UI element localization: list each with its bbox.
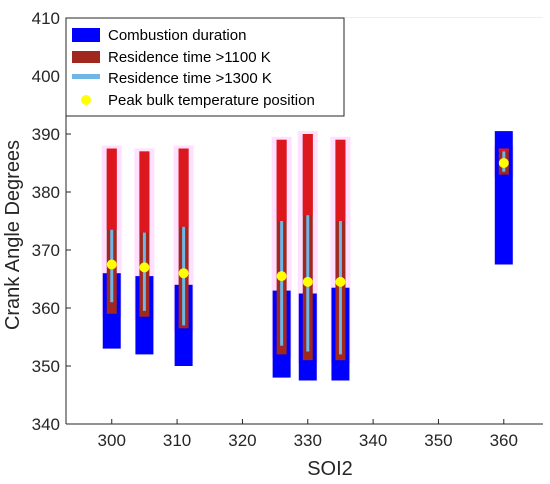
residence-1100-upper [276,139,287,221]
x-tick-label: 350 [424,431,452,450]
peak-temperature-marker [335,276,346,287]
x-tick-label: 300 [98,431,126,450]
x-tick-label: 330 [294,431,322,450]
residence-1300-bar [280,221,284,346]
y-tick-label: 350 [32,357,60,376]
x-tick-label: 340 [359,431,387,450]
peak-temperature-marker [139,262,150,273]
residence-1300-bar [338,221,342,355]
y-tick-label: 410 [32,9,60,28]
legend-label-res1100: Residence time >1100 K [108,49,271,66]
legend-swatch-res1300 [72,74,100,79]
legend-label-peak: Peak bulk temperature position [108,92,315,109]
residence-1100-upper [335,139,346,221]
legend-label-res1300: Residence time >1300 K [108,70,272,87]
legend-label-combustion: Combustion duration [108,27,246,44]
bars [101,131,514,381]
peak-temperature-marker [302,276,313,287]
x-axis-title: SOI2 [307,458,353,480]
legend-marker-peak [81,95,91,105]
legend-swatch-res1100 [72,51,100,63]
peak-temperature-marker [178,268,189,279]
legend-swatch-combustion [72,28,100,42]
residence-1100-upper [302,134,313,216]
residence-1100-upper [178,148,189,227]
legend: Combustion duration Residence time >1100… [65,17,345,117]
peak-temperature-marker [276,271,287,282]
tick-labels: 340 350 360 370 380 390 400 410 300 310 320 330 340 3… [32,9,518,450]
legend-box [65,17,345,117]
y-tick-label: 360 [32,299,60,318]
residence-1100-upper [139,151,150,233]
y-tick-label: 390 [32,125,60,144]
y-tick-label: 380 [32,183,60,202]
x-tick-label: 310 [163,431,191,450]
y-tick-label: 340 [32,415,60,434]
x-tick-label: 360 [490,431,518,450]
residence-1100-upper [498,148,509,152]
residence-1100-upper [106,148,117,230]
y-tick-label: 370 [32,241,60,260]
y-tick-label: 400 [32,67,60,86]
peak-temperature-marker [498,158,509,168]
peak-temperature-marker [106,259,117,270]
y-axis-title: Crank Angle Degrees [2,140,24,330]
x-tick-label: 320 [228,431,256,450]
